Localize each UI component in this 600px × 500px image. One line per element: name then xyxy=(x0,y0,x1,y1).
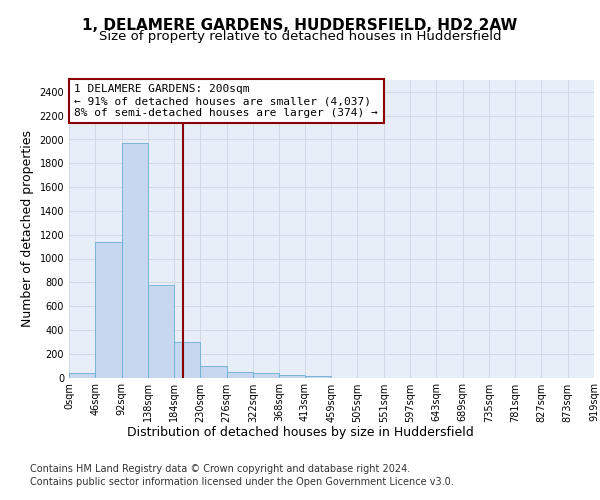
Bar xyxy=(122,143,148,378)
Y-axis label: Number of detached properties: Number of detached properties xyxy=(21,130,34,327)
Bar xyxy=(148,284,174,378)
Text: 1, DELAMERE GARDENS, HUDDERSFIELD, HD2 2AW: 1, DELAMERE GARDENS, HUDDERSFIELD, HD2 2… xyxy=(82,18,518,32)
Bar xyxy=(305,376,331,378)
Bar xyxy=(174,342,200,378)
Bar xyxy=(69,372,95,378)
Text: Contains HM Land Registry data © Crown copyright and database right 2024.: Contains HM Land Registry data © Crown c… xyxy=(30,464,410,474)
Text: Distribution of detached houses by size in Huddersfield: Distribution of detached houses by size … xyxy=(127,426,473,439)
Text: Size of property relative to detached houses in Huddersfield: Size of property relative to detached ho… xyxy=(99,30,501,43)
Bar xyxy=(95,242,122,378)
Bar xyxy=(200,366,227,378)
Text: Contains public sector information licensed under the Open Government Licence v3: Contains public sector information licen… xyxy=(30,477,454,487)
Text: 1 DELAMERE GARDENS: 200sqm
← 91% of detached houses are smaller (4,037)
8% of se: 1 DELAMERE GARDENS: 200sqm ← 91% of deta… xyxy=(74,84,378,117)
Bar xyxy=(279,374,305,378)
Bar xyxy=(253,372,279,378)
Bar xyxy=(227,372,253,378)
